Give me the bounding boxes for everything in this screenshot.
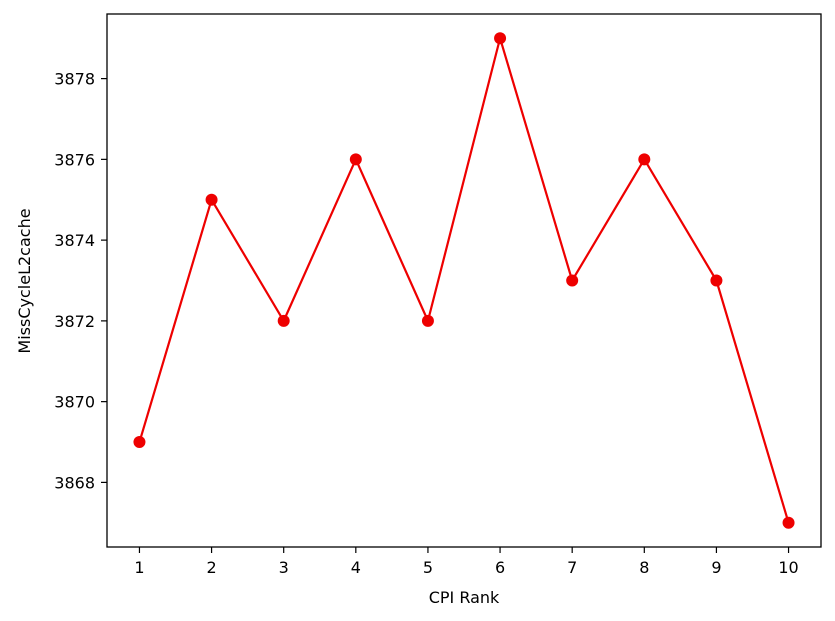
y-axis-label: MissCycleL2cache <box>15 208 34 353</box>
data-point <box>710 274 723 287</box>
y-tick-label: 3870 <box>54 393 95 412</box>
x-tick-label: 1 <box>134 558 144 577</box>
data-point <box>421 314 434 327</box>
x-tick-label: 5 <box>423 558 433 577</box>
y-tick-label: 3868 <box>54 473 95 492</box>
y-axis-ticks: 3868 3870 3872 3874 3876 3878 <box>54 70 107 492</box>
data-point <box>566 274 579 287</box>
x-tick-label: 4 <box>351 558 361 577</box>
plot-background <box>107 14 821 547</box>
y-tick-label: 3872 <box>54 312 95 331</box>
y-tick-label: 3874 <box>54 231 95 250</box>
x-tick-label: 2 <box>206 558 216 577</box>
data-point <box>133 436 146 449</box>
data-point <box>277 314 290 327</box>
data-point <box>782 516 795 529</box>
x-tick-label: 7 <box>567 558 577 577</box>
x-axis-ticks: 1 2 3 4 5 6 7 8 9 10 <box>134 547 799 577</box>
data-point <box>494 32 507 45</box>
y-tick-label: 3876 <box>54 150 95 169</box>
x-tick-label: 9 <box>711 558 721 577</box>
series-line <box>138 37 790 524</box>
plot-frame <box>106 13 822 548</box>
data-point <box>349 153 362 166</box>
x-tick-label: 3 <box>279 558 289 577</box>
x-tick-label: 8 <box>639 558 649 577</box>
y-tick-label: 3878 <box>54 70 95 89</box>
data-point <box>638 153 651 166</box>
x-axis-label: CPI Rank <box>429 588 500 607</box>
data-series <box>133 32 795 529</box>
x-tick-label: 6 <box>495 558 505 577</box>
x-tick-label: 10 <box>778 558 798 577</box>
data-point <box>205 193 218 206</box>
